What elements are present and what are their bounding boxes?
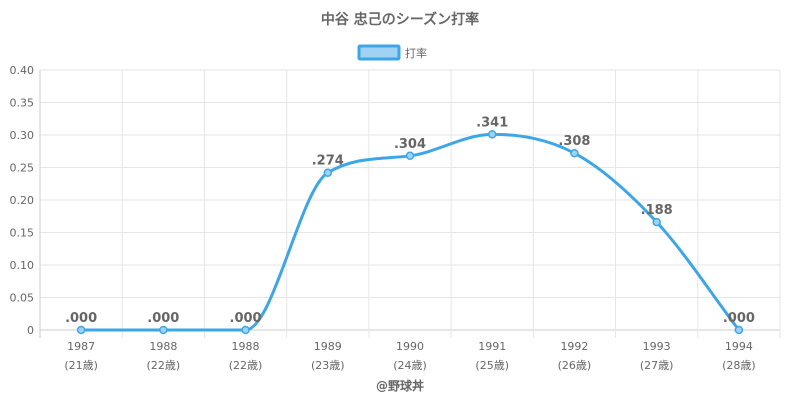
y-tick-label: 0.20 <box>10 194 35 207</box>
x-tick-label: 1994 <box>725 340 753 353</box>
x-tick-label: 1990 <box>396 340 424 353</box>
data-point[interactable] <box>734 325 744 335</box>
grid-layer <box>39 69 781 338</box>
x-tick-sublabel: (22歳) <box>147 359 181 372</box>
x-tick-label: 1988 <box>232 340 260 353</box>
data-label: .000 <box>65 311 97 326</box>
series-layer <box>76 130 744 335</box>
legend-swatch <box>357 44 401 61</box>
x-tick-sublabel: (23歳) <box>311 359 345 372</box>
y-tick-label: 0.10 <box>10 259 35 272</box>
y-tick-label: 0.35 <box>10 97 35 110</box>
data-point[interactable] <box>159 325 168 335</box>
x-tick-label: 1989 <box>314 340 342 353</box>
data-label: .000 <box>230 311 262 326</box>
data-point[interactable] <box>323 168 333 177</box>
y-axis-ticks: 0 0.05 0.10 0.15 0.20 0.25 0.30 0.35 0.40 <box>10 64 35 337</box>
x-tick-sublabel: (28歳) <box>722 359 756 372</box>
data-label: .274 <box>312 154 344 169</box>
x-tick-sublabel: (26歳) <box>558 359 592 372</box>
x-tick-label: 1991 <box>478 340 506 353</box>
data-point[interactable] <box>76 325 86 335</box>
legend-label: 打率 <box>405 46 427 60</box>
y-tick-label: 0.15 <box>10 227 35 240</box>
chart-title: 中谷 忠己のシーズン打率 <box>321 11 479 28</box>
data-label: .188 <box>641 203 673 218</box>
x-tick-label: 1992 <box>560 340 588 353</box>
x-tick-label: 1988 <box>149 340 177 353</box>
x-tick-label: 1987 <box>67 340 95 353</box>
y-tick-label: 0.25 <box>10 162 35 175</box>
data-point[interactable] <box>405 151 415 161</box>
x-tick-sublabel: (21歳) <box>64 359 98 372</box>
y-tick-label: 0.05 <box>10 292 35 305</box>
x-tick-label: 1993 <box>643 340 671 353</box>
data-label: .341 <box>476 115 508 130</box>
credit-text: @野球丼 <box>376 378 424 393</box>
data-point[interactable] <box>570 148 579 158</box>
x-axis-ticks: 1987 (21歳) 1988 (22歳) 1988 (22歳) 1989 (23歳) 1990… <box>64 340 755 372</box>
y-tick-label: 0 <box>27 324 34 337</box>
x-tick-sublabel: (27歳) <box>640 359 674 372</box>
data-label: .000 <box>147 311 179 326</box>
data-label: .308 <box>558 134 590 149</box>
data-label-layer: .000 .000 .000 .274 .304 .341 .308 .188 .000 <box>65 115 755 326</box>
legend[interactable]: 打率 <box>357 44 427 61</box>
data-point[interactable] <box>652 217 661 227</box>
data-point[interactable] <box>487 130 497 139</box>
data-label: .304 <box>394 137 426 152</box>
x-tick-sublabel: (25歳) <box>475 359 509 372</box>
x-tick-sublabel: (22歳) <box>229 359 263 372</box>
data-label: .000 <box>723 311 755 326</box>
y-tick-label: 0.40 <box>10 64 35 77</box>
x-tick-sublabel: (24歳) <box>393 359 427 372</box>
y-tick-label: 0.30 <box>10 129 35 142</box>
data-point[interactable] <box>241 325 250 335</box>
